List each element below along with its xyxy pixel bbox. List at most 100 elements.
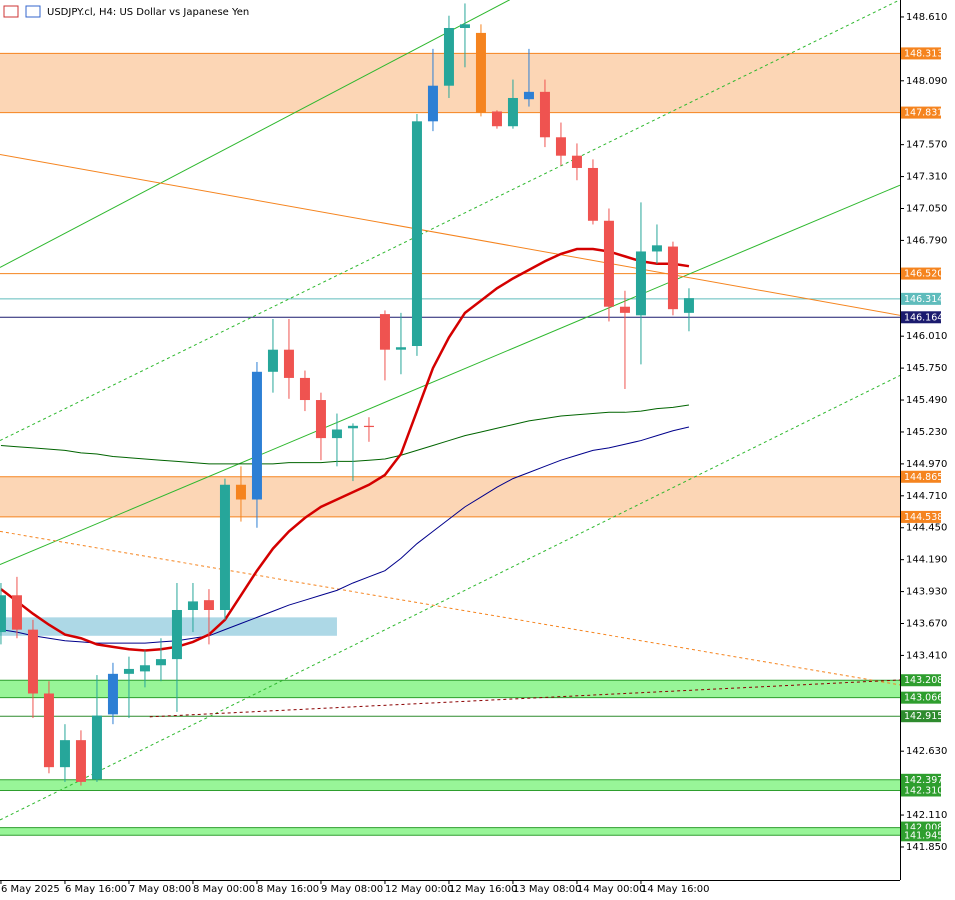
moving-average	[0, 404, 690, 465]
candle-body	[619, 306, 630, 313]
x-tick-label: 9 May 08:00	[321, 884, 383, 895]
zone	[0, 779, 900, 791]
level-label: 144.538	[904, 512, 943, 523]
candle-body	[379, 314, 390, 350]
icon	[3, 5, 19, 18]
y-tick-label: 143.410	[906, 650, 947, 661]
y-tick-label: 148.090	[906, 76, 947, 87]
candle-body	[539, 91, 550, 138]
candle-body	[11, 595, 22, 630]
level-label: 146.520	[904, 269, 943, 280]
x-tick-label: 8 May 16:00	[257, 884, 319, 895]
candle-body	[59, 740, 70, 768]
candle-body	[267, 349, 278, 372]
x-tick-label: 13 May 08:00	[513, 884, 582, 895]
candle-body	[283, 349, 294, 378]
candle-body	[427, 85, 438, 122]
candle-body	[0, 595, 6, 633]
moving-average	[0, 426, 690, 644]
level-tag	[901, 106, 941, 119]
candle-body	[203, 600, 214, 610]
x-tick-label: 14 May 00:00	[577, 884, 646, 895]
candle-body	[299, 377, 310, 401]
level-tag	[901, 674, 941, 687]
candle-body	[443, 27, 454, 86]
level-label: 148.313	[904, 48, 943, 59]
y-tick-label: 147.570	[906, 140, 947, 151]
level-label: 146.164	[904, 312, 943, 323]
candle-body	[363, 425, 374, 428]
candle-body	[27, 629, 38, 694]
level-label: 142.310	[904, 785, 943, 796]
y-tick-label: 143.670	[906, 619, 947, 630]
level-label: 142.008	[904, 823, 943, 834]
y-tick-label: 142.110	[906, 810, 947, 821]
candle-body	[315, 400, 326, 439]
candle-body	[411, 121, 422, 347]
candle-body	[683, 298, 694, 313]
candle-body	[347, 425, 358, 429]
y-tick-label: 144.450	[906, 523, 947, 534]
candle-body	[107, 673, 118, 715]
candle-body	[459, 24, 470, 28]
highlight-box	[0, 617, 337, 636]
level-tag	[901, 691, 941, 704]
trendline	[149, 679, 901, 718]
level-label: 146.314	[904, 294, 943, 305]
trendline	[0, 375, 901, 821]
level-tag	[901, 710, 941, 723]
level-tag	[901, 510, 941, 523]
y-tick-label: 147.310	[906, 172, 947, 183]
level-label: 144.865	[904, 472, 943, 483]
candle-body	[651, 245, 662, 252]
y-tick-label: 148.610	[906, 12, 947, 23]
y-tick-label: 146.010	[906, 331, 947, 342]
trendline	[0, 153, 901, 316]
candle-body	[587, 167, 598, 221]
candle-body	[331, 429, 342, 439]
x-tick-label: 7 May 08:00	[129, 884, 191, 895]
candle-body	[75, 740, 86, 782]
x-tick-label: 8 May 00:00	[193, 884, 255, 895]
candle-body	[491, 111, 502, 127]
candle-body	[667, 246, 678, 310]
level-label: 143.066	[904, 693, 943, 704]
candle-body	[123, 668, 134, 674]
level-label: 147.831	[904, 108, 943, 119]
y-tick-label: 144.190	[906, 555, 947, 566]
candle-body	[555, 137, 566, 156]
candle-body	[251, 371, 262, 500]
level-label: 142.397	[904, 775, 943, 786]
candle-body	[219, 484, 230, 610]
trendline	[0, 184, 901, 566]
candle-body	[603, 220, 614, 307]
trendline	[0, 0, 901, 442]
level-label: 142.915	[904, 711, 943, 722]
candle-body	[635, 251, 646, 316]
zone	[0, 680, 900, 698]
candle-body	[139, 665, 150, 672]
x-tick-label: 6 May 16:00	[65, 884, 127, 895]
y-tick-label: 141.850	[906, 842, 947, 853]
level-tag	[901, 829, 941, 842]
x-tick-label: 6 May 2025	[1, 884, 60, 895]
y-tick-label: 145.750	[906, 363, 947, 374]
level-tag	[901, 311, 941, 324]
level-tag	[901, 773, 941, 786]
candle-body	[235, 484, 246, 500]
trendline	[0, 0, 510, 268]
candle-body	[475, 32, 486, 113]
y-tick-label: 147.050	[906, 203, 947, 214]
y-tick-label: 145.490	[906, 395, 947, 406]
x-tick-label: 12 May 00:00	[385, 884, 454, 895]
level-tag	[901, 267, 941, 280]
candle-body	[171, 609, 182, 660]
icon	[25, 5, 41, 18]
candle-body	[507, 97, 518, 127]
moving-average	[0, 247, 690, 652]
x-tick-label: 12 May 16:00	[449, 884, 518, 895]
candle-body	[155, 659, 166, 666]
y-tick-label: 142.630	[906, 746, 947, 757]
